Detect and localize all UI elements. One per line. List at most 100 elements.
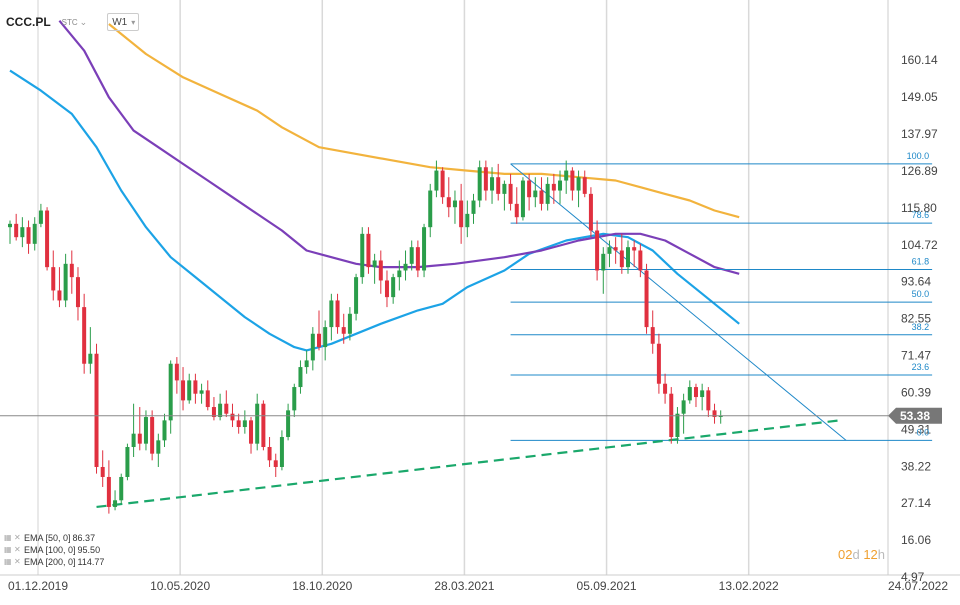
candle[interactable] bbox=[712, 410, 717, 418]
candle[interactable] bbox=[26, 227, 31, 244]
candle[interactable] bbox=[588, 193, 593, 231]
candle[interactable] bbox=[514, 203, 519, 218]
candle[interactable] bbox=[675, 413, 680, 438]
candle[interactable] bbox=[638, 250, 643, 271]
candle[interactable] bbox=[205, 390, 210, 408]
candle[interactable] bbox=[143, 417, 148, 444]
candle[interactable] bbox=[45, 210, 50, 268]
symbol-label[interactable]: CCC.PL bbox=[6, 15, 51, 29]
candle[interactable] bbox=[20, 227, 25, 238]
candle[interactable] bbox=[483, 167, 488, 191]
candle[interactable] bbox=[576, 177, 581, 191]
candle[interactable] bbox=[632, 247, 637, 251]
candle[interactable] bbox=[465, 213, 470, 228]
candle[interactable] bbox=[69, 263, 74, 278]
ema-100-line[interactable] bbox=[58, 19, 740, 275]
candle[interactable] bbox=[286, 410, 291, 438]
candle[interactable] bbox=[82, 307, 87, 364]
chevron-down-icon[interactable]: ⌄ bbox=[79, 16, 88, 27]
candle[interactable] bbox=[304, 360, 309, 368]
candle[interactable] bbox=[372, 260, 377, 268]
candle[interactable] bbox=[211, 407, 216, 418]
candle[interactable] bbox=[539, 190, 544, 204]
candle[interactable] bbox=[613, 247, 618, 251]
candle[interactable] bbox=[619, 250, 624, 268]
candle[interactable] bbox=[292, 387, 297, 411]
candle[interactable] bbox=[125, 447, 130, 477]
candle[interactable] bbox=[545, 183, 550, 204]
candle[interactable] bbox=[193, 380, 198, 394]
candle[interactable] bbox=[100, 466, 105, 477]
candle[interactable] bbox=[403, 263, 408, 271]
candle[interactable] bbox=[199, 390, 204, 394]
settings-icon[interactable]: ▦ bbox=[4, 557, 12, 566]
candle[interactable] bbox=[341, 327, 346, 334]
trend-line[interactable] bbox=[96, 418, 843, 509]
candle[interactable] bbox=[323, 327, 328, 348]
candle[interactable] bbox=[329, 300, 334, 328]
candle[interactable] bbox=[14, 223, 19, 238]
candle[interactable] bbox=[218, 403, 223, 418]
candle[interactable] bbox=[249, 420, 254, 444]
candle[interactable] bbox=[508, 183, 513, 204]
candle[interactable] bbox=[63, 263, 68, 301]
candle[interactable] bbox=[384, 280, 389, 298]
candle[interactable] bbox=[700, 390, 705, 398]
close-icon[interactable]: ✕ bbox=[14, 533, 21, 542]
candle[interactable] bbox=[551, 183, 556, 191]
candle[interactable] bbox=[335, 300, 340, 328]
candle[interactable] bbox=[273, 460, 278, 467]
candle[interactable] bbox=[137, 433, 142, 444]
legend-item-ema200[interactable]: ▦ ✕ EMA [200, 0] 114.77 bbox=[4, 556, 104, 568]
candle[interactable] bbox=[230, 413, 235, 421]
candle[interactable] bbox=[434, 170, 439, 191]
candle[interactable] bbox=[162, 420, 167, 441]
candle[interactable] bbox=[693, 387, 698, 398]
candle[interactable] bbox=[187, 380, 192, 401]
candle[interactable] bbox=[347, 313, 352, 334]
candle[interactable] bbox=[75, 277, 80, 308]
legend-item-ema50[interactable]: ▦ ✕ EMA [50, 0] 86.37 bbox=[4, 532, 104, 544]
candle[interactable] bbox=[174, 363, 179, 381]
candle[interactable] bbox=[502, 183, 507, 194]
candle[interactable] bbox=[570, 170, 575, 191]
candle[interactable] bbox=[520, 180, 525, 218]
candle[interactable] bbox=[582, 177, 587, 194]
candle[interactable] bbox=[113, 500, 118, 507]
close-icon[interactable]: ✕ bbox=[14, 545, 21, 554]
candle[interactable] bbox=[310, 333, 315, 361]
candle[interactable] bbox=[242, 420, 247, 428]
candle[interactable] bbox=[360, 233, 365, 278]
candle[interactable] bbox=[471, 200, 476, 214]
candle[interactable] bbox=[378, 260, 383, 281]
candle[interactable] bbox=[558, 180, 563, 191]
candle[interactable] bbox=[452, 200, 457, 208]
candle[interactable] bbox=[527, 180, 532, 198]
candle[interactable] bbox=[279, 437, 284, 467]
candle[interactable] bbox=[317, 333, 321, 348]
candle[interactable] bbox=[38, 210, 43, 224]
candle[interactable] bbox=[706, 390, 711, 411]
candle[interactable] bbox=[422, 227, 427, 271]
settings-icon[interactable]: ▦ bbox=[4, 545, 12, 554]
candle[interactable] bbox=[88, 353, 93, 364]
close-icon[interactable]: ✕ bbox=[14, 557, 21, 566]
candle[interactable] bbox=[298, 367, 303, 388]
candle[interactable] bbox=[354, 277, 359, 314]
candle[interactable] bbox=[131, 433, 136, 448]
candle[interactable] bbox=[490, 177, 495, 191]
candle[interactable] bbox=[32, 223, 37, 244]
candle[interactable] bbox=[156, 440, 161, 454]
candle[interactable] bbox=[681, 400, 686, 414]
candle[interactable] bbox=[94, 353, 99, 467]
candle[interactable] bbox=[718, 415, 723, 418]
candle[interactable] bbox=[409, 247, 414, 264]
candle[interactable] bbox=[564, 170, 569, 181]
candle[interactable] bbox=[687, 387, 692, 401]
candle[interactable] bbox=[181, 380, 186, 401]
candle[interactable] bbox=[168, 363, 173, 421]
candle[interactable] bbox=[533, 190, 538, 198]
ema-200-line[interactable] bbox=[108, 23, 740, 219]
settings-icon[interactable]: ▦ bbox=[4, 533, 12, 542]
